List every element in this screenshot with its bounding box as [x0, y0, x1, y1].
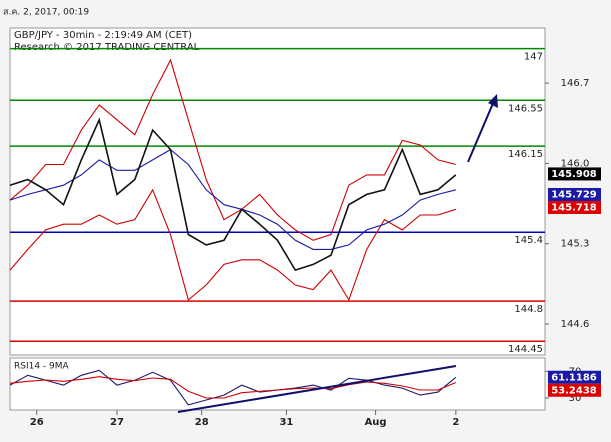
level-label: 144.45: [508, 344, 543, 355]
x-tick-label: 31: [279, 417, 293, 428]
series-line: [9, 58, 456, 241]
price-tag-label: 145.908: [551, 169, 597, 180]
price-tag: [548, 200, 601, 214]
chart-subtitle: Research © 2017 TRADING CENTRAL: [14, 42, 200, 53]
series-line: [9, 148, 456, 250]
x-tick-label: Aug: [365, 417, 387, 428]
chart-title: GBP/JPY - 30min - 2:19:49 AM (CET): [14, 30, 192, 41]
level-label: 146.15: [508, 149, 543, 160]
series-line: [9, 369, 457, 406]
price-panel: [9, 27, 546, 356]
forecast-arrow: [467, 100, 495, 163]
rsi-trendline: [177, 365, 457, 413]
plot-layer: 144.6 145.3 146.0 146.7 147 146.55 146.15 145.4…: [9, 47, 601, 428]
series-line: [9, 117, 457, 272]
series-line: [9, 188, 456, 302]
x-tick-label: 2: [452, 417, 459, 428]
y-tick-label: 146.0: [561, 158, 590, 169]
y-tick-label: 30: [569, 393, 582, 404]
price-tag-label: 61.1186: [551, 372, 597, 383]
x-tick-label: 28: [195, 417, 209, 428]
x-tick-label: 27: [110, 417, 124, 428]
y-tick-label: 144.6: [561, 319, 590, 330]
price-tag: [548, 370, 601, 384]
price-tag: [548, 383, 601, 397]
y-tick-label: 146.7: [561, 78, 590, 89]
price-tag: [548, 167, 601, 181]
level-label: 146.55: [508, 103, 543, 114]
price-tag-label: 145.729: [551, 189, 597, 200]
price-tag-label: 53.2438: [551, 385, 597, 396]
series-line: [9, 376, 457, 399]
x-tick-label: 26: [30, 417, 44, 428]
rsi-panel: [9, 357, 546, 411]
price-tag: [548, 187, 601, 201]
rsi-title: RSI14 - 9MA: [14, 362, 70, 372]
level-label: 145.4: [514, 235, 543, 246]
arrow-head: [488, 94, 498, 108]
level-label: 144.8: [514, 304, 543, 315]
price-tag-label: 145.718: [551, 202, 597, 213]
timestamp: ส.ค. 2, 2017, 00:19: [3, 8, 89, 18]
y-tick-label: 145.3: [561, 239, 590, 250]
level-label: 147: [524, 52, 543, 63]
